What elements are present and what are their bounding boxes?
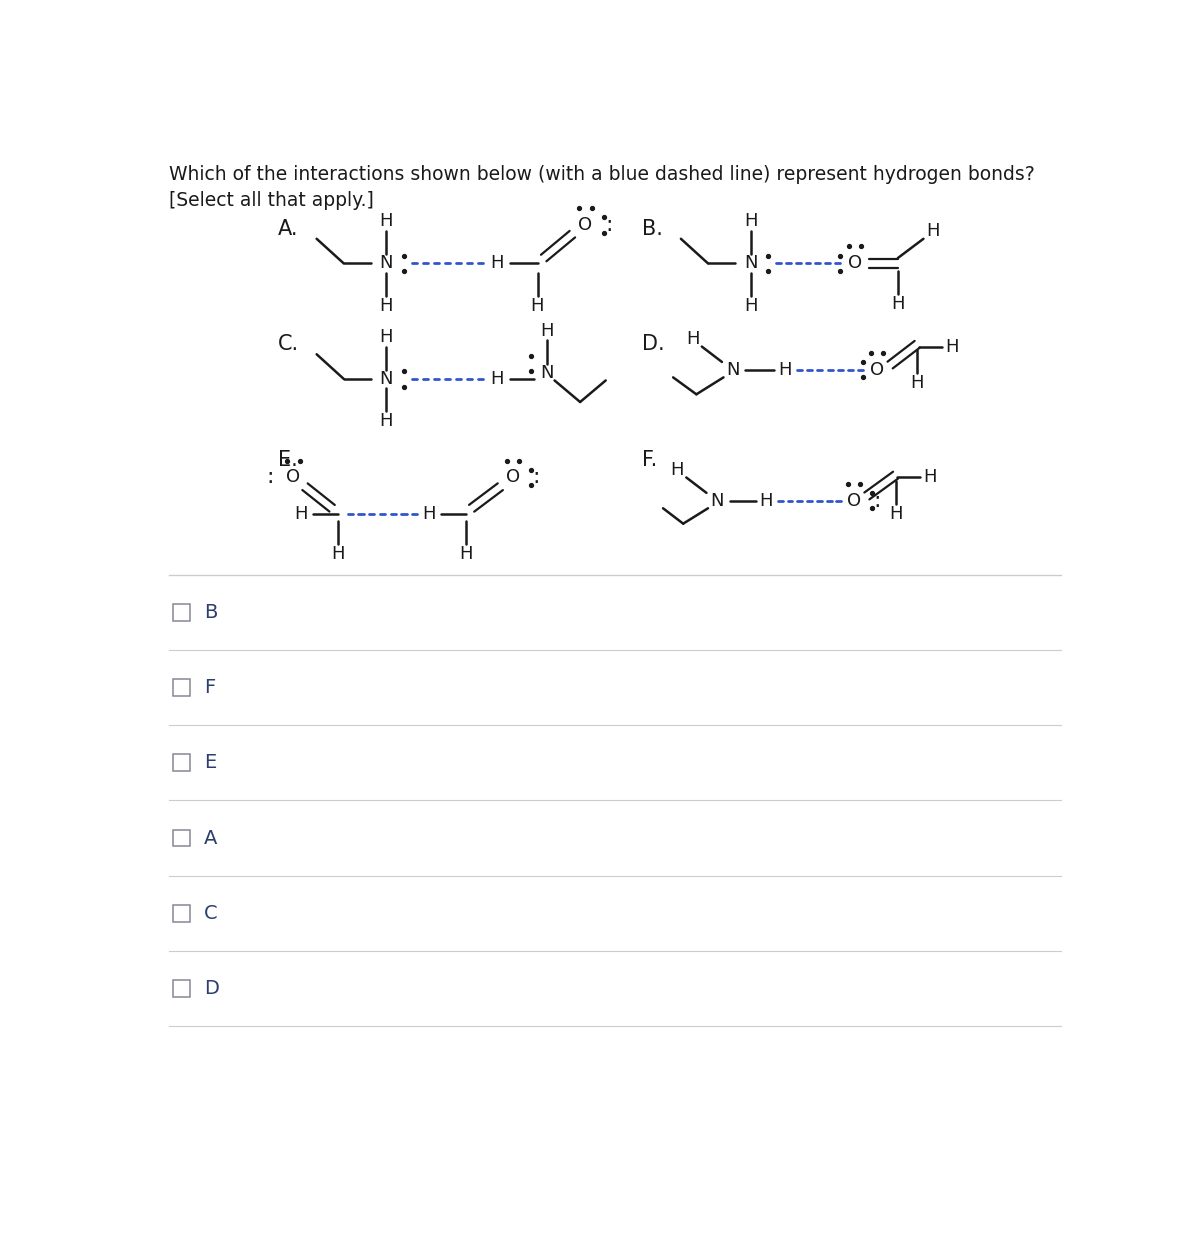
Text: A: A — [204, 829, 217, 847]
FancyBboxPatch shape — [173, 904, 191, 922]
Text: H: H — [491, 254, 504, 273]
Text: H: H — [926, 222, 940, 240]
Text: [Select all that apply.]: [Select all that apply.] — [169, 191, 374, 209]
Text: H: H — [946, 337, 959, 356]
FancyBboxPatch shape — [173, 980, 191, 996]
Text: O: O — [505, 468, 520, 487]
Text: H: H — [379, 297, 394, 315]
Text: D: D — [204, 979, 220, 997]
Text: B: B — [204, 603, 217, 622]
Text: N: N — [744, 254, 757, 273]
Text: N: N — [379, 370, 394, 388]
Text: H: H — [460, 545, 473, 564]
Text: H: H — [924, 468, 937, 487]
Text: B.: B. — [642, 219, 662, 239]
Text: H: H — [889, 504, 902, 523]
Text: :: : — [533, 467, 540, 487]
Text: H: H — [892, 295, 905, 313]
Text: D.: D. — [642, 335, 665, 354]
FancyBboxPatch shape — [173, 679, 191, 696]
Text: N: N — [726, 361, 739, 379]
Text: H: H — [540, 322, 553, 341]
Text: H: H — [422, 504, 436, 523]
Text: H: H — [379, 327, 394, 346]
Text: H: H — [530, 297, 545, 315]
Text: N: N — [540, 364, 553, 382]
Text: O: O — [287, 468, 300, 487]
Text: H: H — [744, 297, 757, 315]
Text: H: H — [294, 504, 308, 523]
Text: E: E — [204, 753, 216, 772]
Text: H: H — [911, 374, 924, 392]
Text: C.: C. — [278, 335, 299, 354]
Text: H: H — [671, 461, 684, 478]
Text: O: O — [870, 361, 884, 379]
Text: F: F — [204, 679, 216, 698]
Text: E.: E. — [278, 450, 298, 470]
Text: H: H — [744, 212, 757, 230]
Text: :: : — [266, 467, 274, 487]
Text: H: H — [379, 212, 394, 230]
Text: H: H — [779, 361, 792, 379]
Text: A.: A. — [278, 219, 299, 239]
FancyBboxPatch shape — [173, 830, 191, 846]
Text: O: O — [848, 254, 863, 273]
Text: :: : — [605, 214, 612, 235]
Text: O: O — [578, 216, 593, 234]
Text: F.: F. — [642, 450, 658, 470]
Text: C: C — [204, 903, 218, 923]
Text: O: O — [847, 492, 860, 509]
Text: N: N — [710, 492, 724, 509]
Text: H: H — [491, 370, 504, 388]
Text: H: H — [685, 330, 700, 348]
Text: H: H — [379, 413, 394, 430]
Text: Which of the interactions shown below (with a blue dashed line) represent hydrog: Which of the interactions shown below (w… — [169, 165, 1036, 185]
Text: H: H — [331, 545, 344, 564]
Text: :: : — [874, 491, 881, 510]
Text: N: N — [379, 254, 394, 273]
FancyBboxPatch shape — [173, 755, 191, 772]
Text: H: H — [760, 492, 773, 509]
FancyBboxPatch shape — [173, 605, 191, 621]
